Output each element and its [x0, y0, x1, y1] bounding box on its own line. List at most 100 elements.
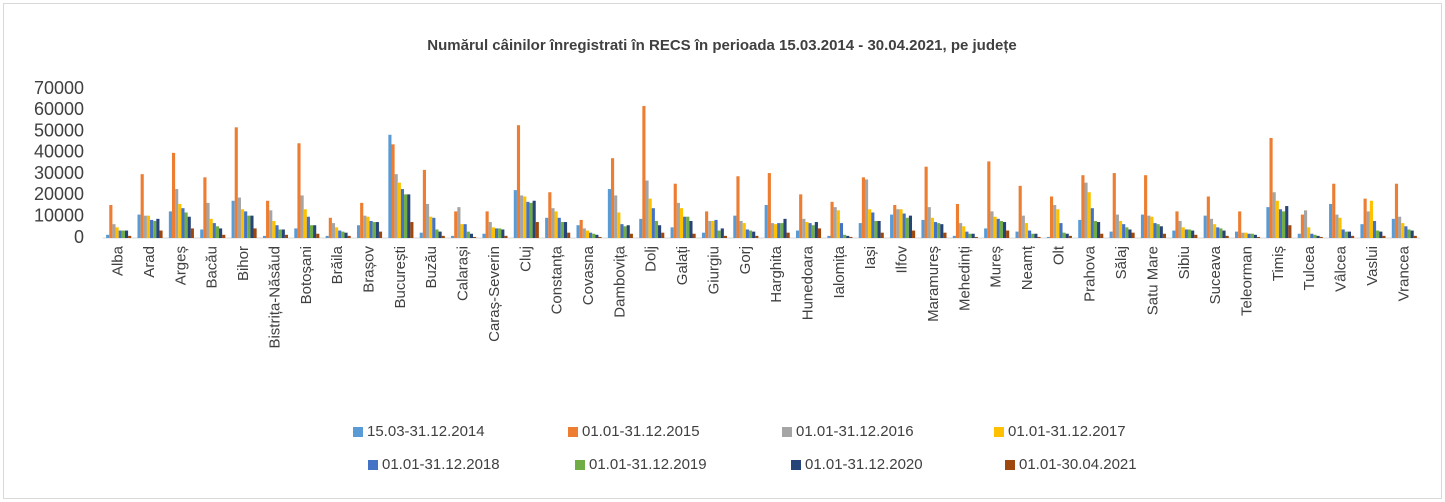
bar	[711, 220, 715, 238]
bar	[356, 225, 361, 238]
bar	[460, 224, 464, 238]
x-tick-label: Vrancea	[1395, 245, 1412, 301]
bar	[548, 192, 552, 238]
bar	[504, 235, 508, 238]
bar	[190, 228, 194, 238]
bar	[1407, 229, 1411, 238]
bar	[404, 194, 408, 238]
bar	[971, 233, 975, 238]
bar	[206, 202, 210, 238]
bar	[378, 231, 383, 238]
bar	[1028, 230, 1032, 238]
bar	[651, 208, 655, 238]
x-tick-label: Buzău	[423, 246, 440, 289]
bar	[607, 189, 611, 238]
bar	[247, 215, 251, 238]
bar	[610, 158, 615, 238]
x-tick-label: Bistrița-Năsăud	[266, 246, 283, 349]
bar	[1269, 137, 1273, 238]
bar	[281, 229, 285, 238]
bar	[676, 202, 680, 238]
x-tick-label: Bihor	[235, 246, 252, 281]
bar	[770, 223, 775, 238]
bar	[203, 177, 207, 238]
bar	[1118, 220, 1123, 238]
bar	[1376, 230, 1380, 238]
bar	[1122, 224, 1126, 238]
bar	[1100, 233, 1104, 238]
bar	[802, 218, 806, 238]
bar	[576, 225, 580, 238]
bar	[1021, 215, 1025, 238]
bar	[984, 228, 988, 238]
bar	[278, 229, 282, 238]
bar	[422, 169, 426, 238]
bar	[1253, 234, 1257, 238]
bar	[1203, 215, 1207, 238]
bar	[451, 235, 455, 238]
bar	[501, 229, 505, 238]
bar	[1031, 233, 1035, 238]
bar	[717, 230, 721, 238]
bar	[629, 233, 633, 238]
bar	[1332, 183, 1336, 238]
bar	[999, 220, 1003, 238]
bar	[1413, 235, 1417, 238]
bar	[563, 222, 568, 238]
bar	[1006, 230, 1010, 238]
bar	[473, 236, 477, 238]
x-tick-label: Alba	[110, 245, 127, 276]
bar	[767, 173, 771, 238]
bar	[325, 235, 329, 238]
bar	[830, 201, 834, 238]
x-tick-label: Tulcea	[1301, 245, 1318, 290]
bar	[686, 216, 690, 238]
bar	[432, 217, 436, 238]
bar	[880, 232, 884, 238]
bar	[338, 230, 342, 238]
legend-label: 01.01-31.12.2016	[796, 423, 914, 440]
bar	[965, 231, 969, 238]
bar	[1065, 233, 1069, 238]
bar	[940, 224, 944, 238]
bar	[1112, 173, 1116, 238]
bar	[673, 183, 677, 238]
bar	[532, 200, 536, 238]
y-tick-label: 70000	[34, 78, 84, 98]
bar	[1184, 229, 1188, 238]
bar	[1194, 234, 1198, 238]
bar	[868, 209, 872, 238]
bar	[231, 200, 235, 238]
bar	[209, 218, 213, 238]
x-tick-label: Argeș	[172, 246, 189, 285]
bar	[861, 177, 865, 238]
bar	[1391, 218, 1395, 238]
bar	[1366, 211, 1370, 238]
bar	[284, 234, 289, 238]
bar	[112, 224, 116, 238]
bar	[614, 195, 618, 238]
bar	[714, 219, 718, 238]
bar	[454, 211, 458, 238]
bar	[752, 231, 756, 238]
bar	[1394, 183, 1399, 238]
bar	[654, 220, 659, 238]
bar	[1037, 236, 1041, 238]
bar	[485, 211, 489, 238]
bar	[1316, 235, 1320, 238]
bar	[620, 224, 624, 238]
bar	[153, 220, 157, 238]
bar	[1297, 233, 1301, 238]
bar	[1046, 236, 1050, 238]
bar	[156, 218, 160, 238]
bar	[1109, 231, 1113, 238]
bar	[1288, 225, 1292, 238]
bar	[1303, 210, 1308, 238]
bar	[1002, 222, 1007, 238]
bar	[1398, 216, 1402, 238]
legend-swatch	[791, 460, 801, 470]
x-tick-label: Calarași	[455, 246, 472, 301]
bar	[545, 217, 549, 238]
x-tick-label: Sibiu	[1176, 246, 1193, 279]
